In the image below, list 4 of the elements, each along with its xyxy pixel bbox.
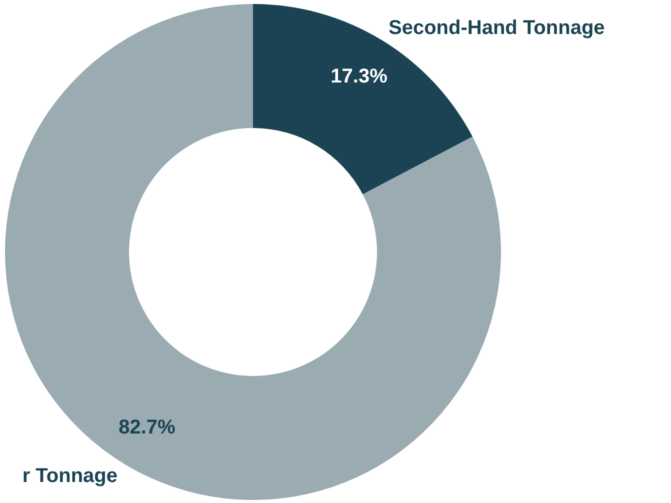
data-label: 17.3% bbox=[330, 66, 388, 88]
data-label: 82.7% bbox=[118, 416, 176, 438]
slice-label: r Tonnage bbox=[22, 465, 118, 488]
slice-label: Second-Hand Tonnage bbox=[388, 16, 605, 39]
